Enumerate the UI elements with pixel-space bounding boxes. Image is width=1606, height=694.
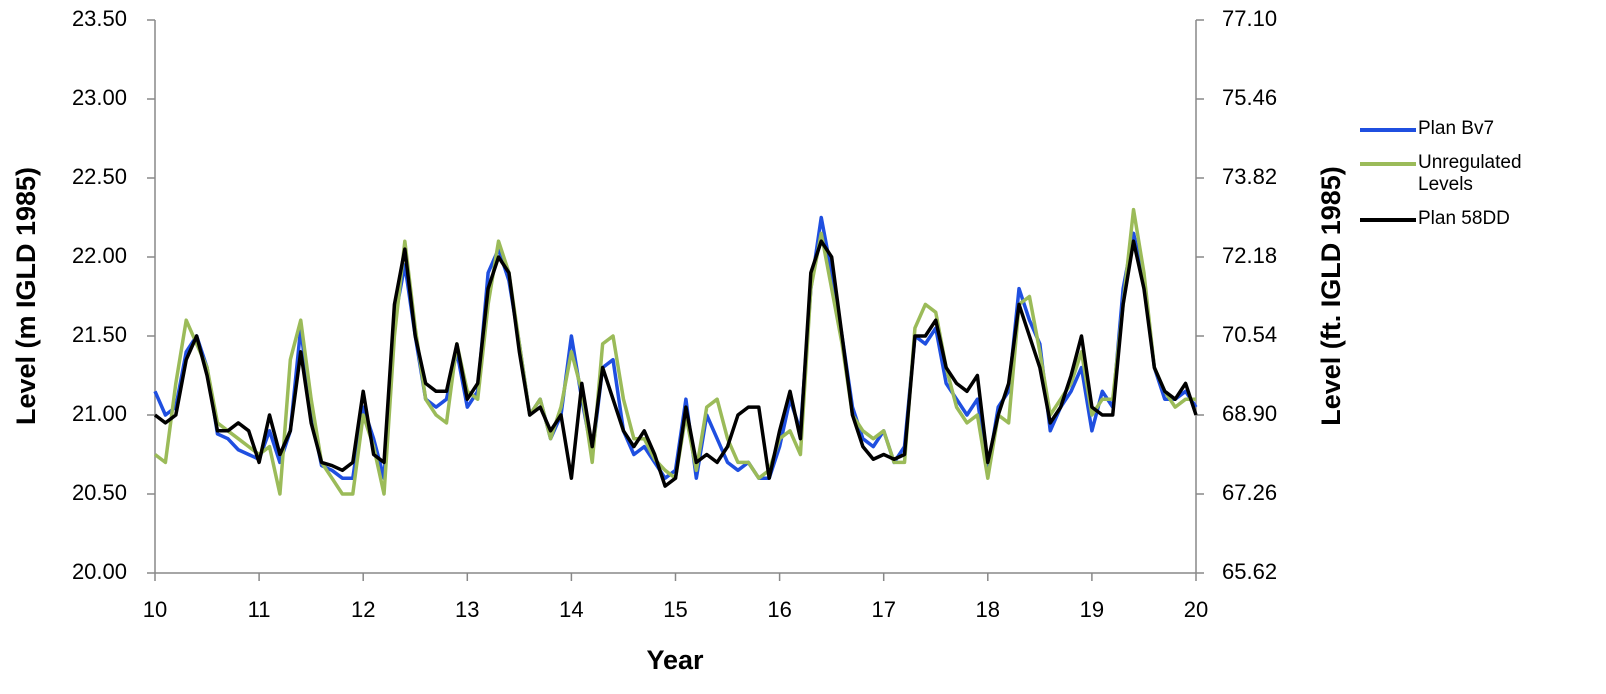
y2-tick-label: 75.46	[1222, 85, 1277, 110]
legend-label: Plan Bv7	[1418, 118, 1495, 139]
y2-tick-label: 68.90	[1222, 401, 1277, 426]
x-axis-title: Year	[646, 645, 704, 675]
series-line	[153, 207, 1196, 496]
legend-label: Plan 58DD	[1418, 208, 1510, 229]
x-tick-label: 13	[455, 597, 479, 622]
legend-swatch	[1360, 218, 1416, 222]
legend-swatch	[1360, 162, 1416, 166]
y-tick-label: 23.00	[72, 85, 127, 110]
x-tick-label: 11	[248, 597, 271, 622]
x-tick-label: 20	[1184, 597, 1208, 622]
legend-swatch	[1360, 128, 1416, 132]
y-tick-label: 21.00	[72, 401, 127, 426]
y-tick-label: 20.50	[72, 480, 127, 505]
legend-item: Plan 58DD	[1360, 208, 1590, 230]
legend: Plan Bv7 Unregulated Levels Plan 58DD	[1360, 118, 1590, 242]
x-tick-label: 10	[143, 597, 167, 622]
x-tick-label: 14	[559, 597, 583, 622]
y2-tick-label: 72.18	[1222, 243, 1277, 268]
y2-tick-label: 77.10	[1222, 6, 1277, 31]
legend-item: Plan Bv7	[1360, 118, 1590, 140]
x-tick-label: 18	[976, 597, 1000, 622]
y-tick-label: 23.50	[72, 6, 127, 31]
y2-axis-title: Level (ft. IGLD 1985)	[1316, 166, 1346, 426]
y-tick-label: 22.00	[72, 243, 127, 268]
x-tick-label: 19	[1080, 597, 1104, 622]
y-tick-label: 20.00	[72, 559, 127, 584]
legend-label: Unregulated Levels	[1418, 152, 1522, 195]
x-tick-label: 17	[871, 597, 895, 622]
y-tick-label: 21.50	[72, 322, 127, 347]
y2-tick-label: 65.62	[1222, 559, 1277, 584]
y-axis-title: Level (m IGLD 1985)	[11, 167, 41, 425]
y2-tick-label: 73.82	[1222, 164, 1277, 189]
y2-tick-label: 70.54	[1222, 322, 1277, 347]
x-tick-label: 12	[351, 597, 375, 622]
y2-tick-label: 67.26	[1222, 480, 1277, 505]
y-tick-label: 22.50	[72, 164, 127, 189]
legend-item: Unregulated Levels	[1360, 152, 1590, 196]
x-tick-label: 16	[767, 597, 791, 622]
x-tick-label: 15	[663, 597, 687, 622]
series-line	[153, 239, 1198, 488]
